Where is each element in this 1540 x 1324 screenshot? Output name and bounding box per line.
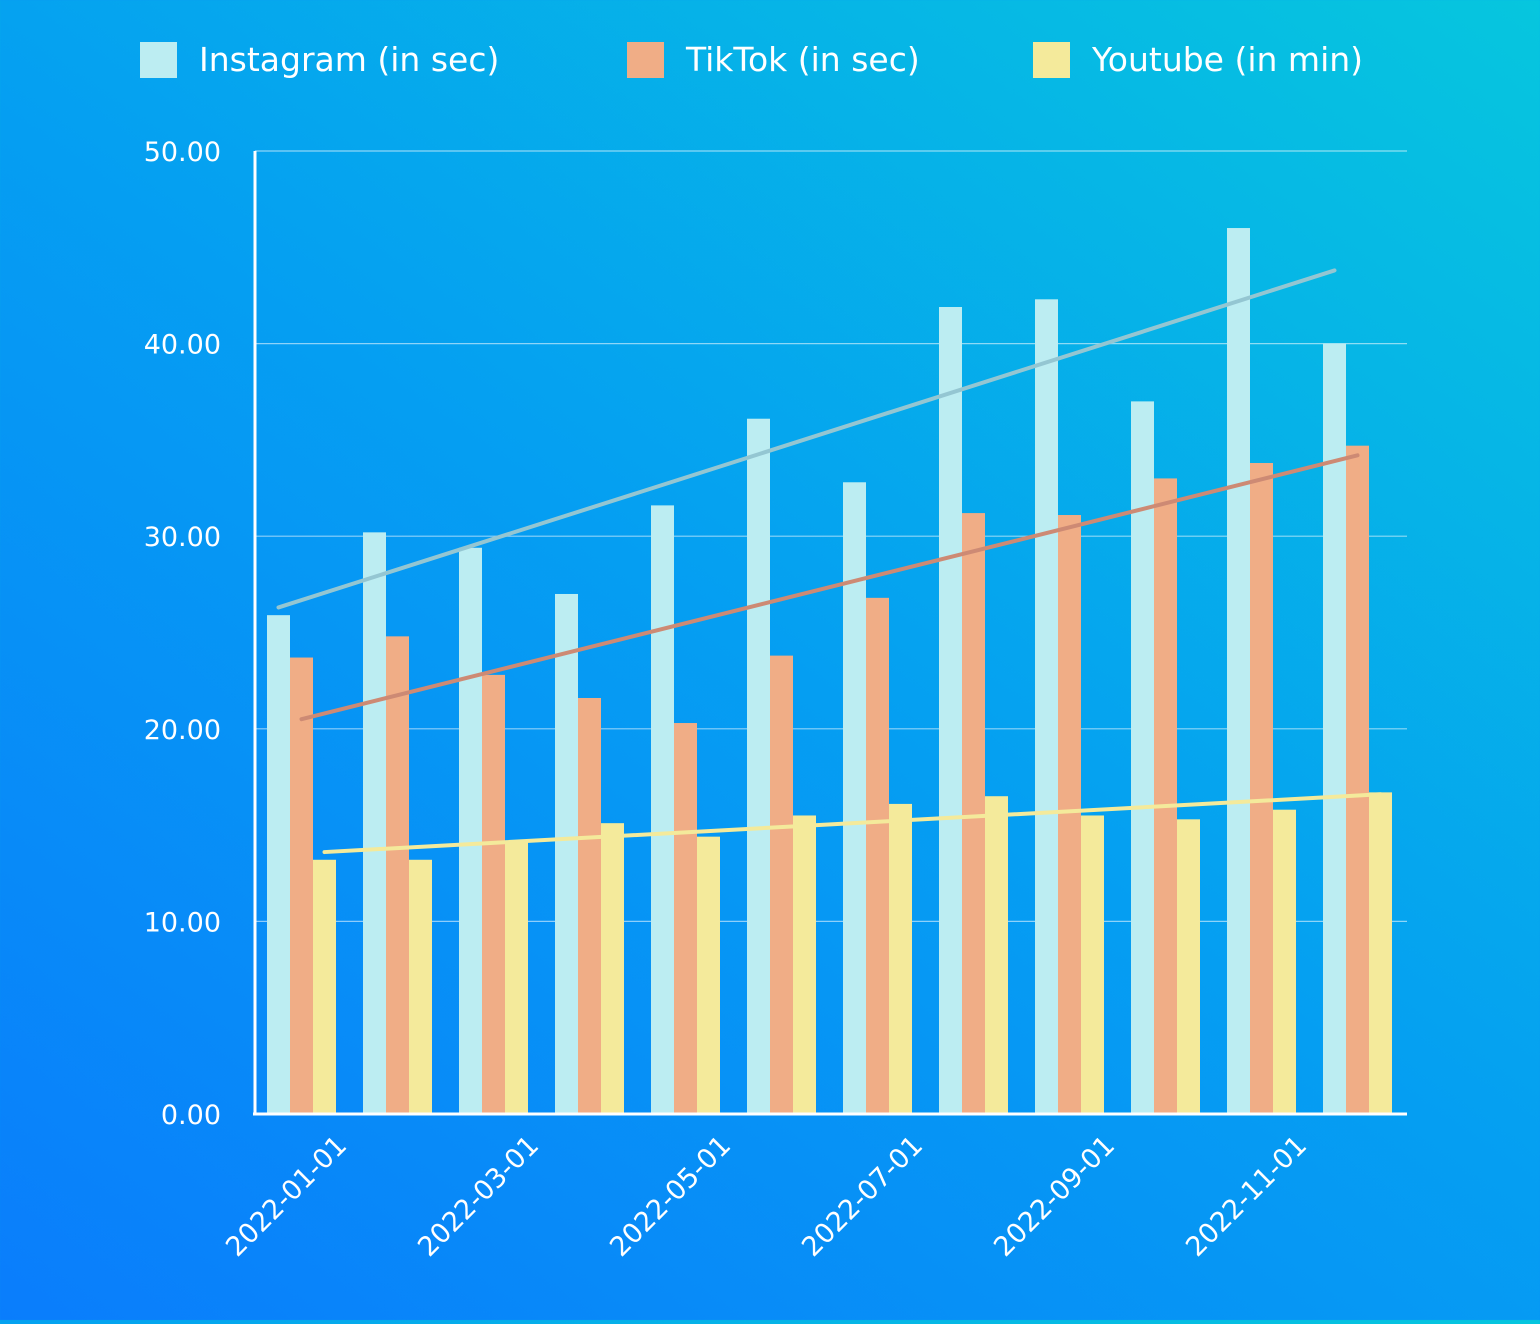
x-axis-tick-labels: 2022-01-01 2022-03-01 2022-05-01 2022-07-01… [220,1130,1313,1263]
legend-item-instagram[interactable]: Instagram (in sec) [140,40,499,79]
bar-tiktok [1154,478,1177,1114]
legend-item-youtube[interactable]: Youtube (in min) [1033,40,1363,79]
bars [267,228,1392,1115]
bar-instagram [651,505,674,1114]
gridlines [255,150,1407,923]
y-tick-label: 20.00 [144,715,221,746]
bar-instagram [555,593,578,1114]
bar-tiktok [1058,515,1081,1114]
legend-item-tiktok[interactable]: TikTok (in sec) [627,40,920,79]
bar-youtube [601,823,624,1114]
bar-instagram [1035,299,1058,1114]
bar-instagram [747,418,770,1114]
bar-instagram [267,615,290,1114]
x-tick-label: 2022-11-01 [1180,1130,1313,1263]
y-tick-label: 50.00 [144,137,221,168]
trendline-youtube [322,792,1383,855]
bar-instagram [843,482,866,1115]
bar-youtube [1177,819,1200,1114]
bar-youtube [889,803,912,1114]
bar-youtube [409,859,432,1114]
legend-label: Instagram (in sec) [199,40,499,79]
trendline-instagram [276,268,1337,610]
legend[interactable]: Instagram (in sec) TikTok (in sec) Youtube… [140,40,1363,79]
bar-youtube [313,859,336,1114]
bar-instagram [1227,228,1250,1115]
y-tick-label: 30.00 [144,522,221,553]
bar-youtube [1081,815,1104,1114]
x-tick-label: 2022-01-01 [220,1130,353,1263]
bar-tiktok [386,636,409,1114]
x-tick-label: 2022-09-01 [988,1130,1121,1263]
x-tick-label: 2022-05-01 [604,1130,737,1263]
y-tick-label: 10.00 [144,907,221,938]
bar-youtube [697,836,720,1114]
bar-youtube [1273,809,1296,1114]
bar-tiktok [578,697,601,1114]
bar-tiktok [1250,463,1273,1115]
legend-swatch [140,42,177,78]
legend-label: TikTok (in sec) [685,40,920,79]
bar-tiktok [290,657,313,1114]
bar-youtube [505,842,528,1114]
bar-instagram [1323,343,1346,1115]
bar-youtube [985,796,1008,1114]
legend-swatch [627,42,664,78]
bar-tiktok [674,723,697,1114]
bar-instagram [1131,401,1154,1114]
legend-label: Youtube (in min) [1091,40,1363,79]
x-tick-label: 2022-07-01 [796,1130,929,1263]
axes [253,151,1407,1116]
y-tick-label: 40.00 [144,330,221,361]
bar-tiktok [482,674,505,1114]
bar-instagram [363,532,386,1114]
bar-youtube [1369,792,1392,1114]
legend-swatch [1033,42,1070,78]
bar-tiktok [1346,445,1369,1115]
bar-tiktok [770,655,793,1114]
trendlines [276,268,1383,855]
y-axis-tick-labels: 0.00 10.00 20.00 30.00 40.00 50.00 [144,137,221,1131]
bar-youtube [793,815,816,1114]
x-tick-label: 2022-03-01 [412,1130,545,1263]
bar-instagram [939,307,962,1115]
bar-tiktok [962,513,985,1114]
trendline-tiktok [299,453,1360,722]
y-tick-label: 0.00 [161,1100,221,1131]
bar-instagram [459,547,482,1114]
bar-tiktok [866,597,889,1114]
